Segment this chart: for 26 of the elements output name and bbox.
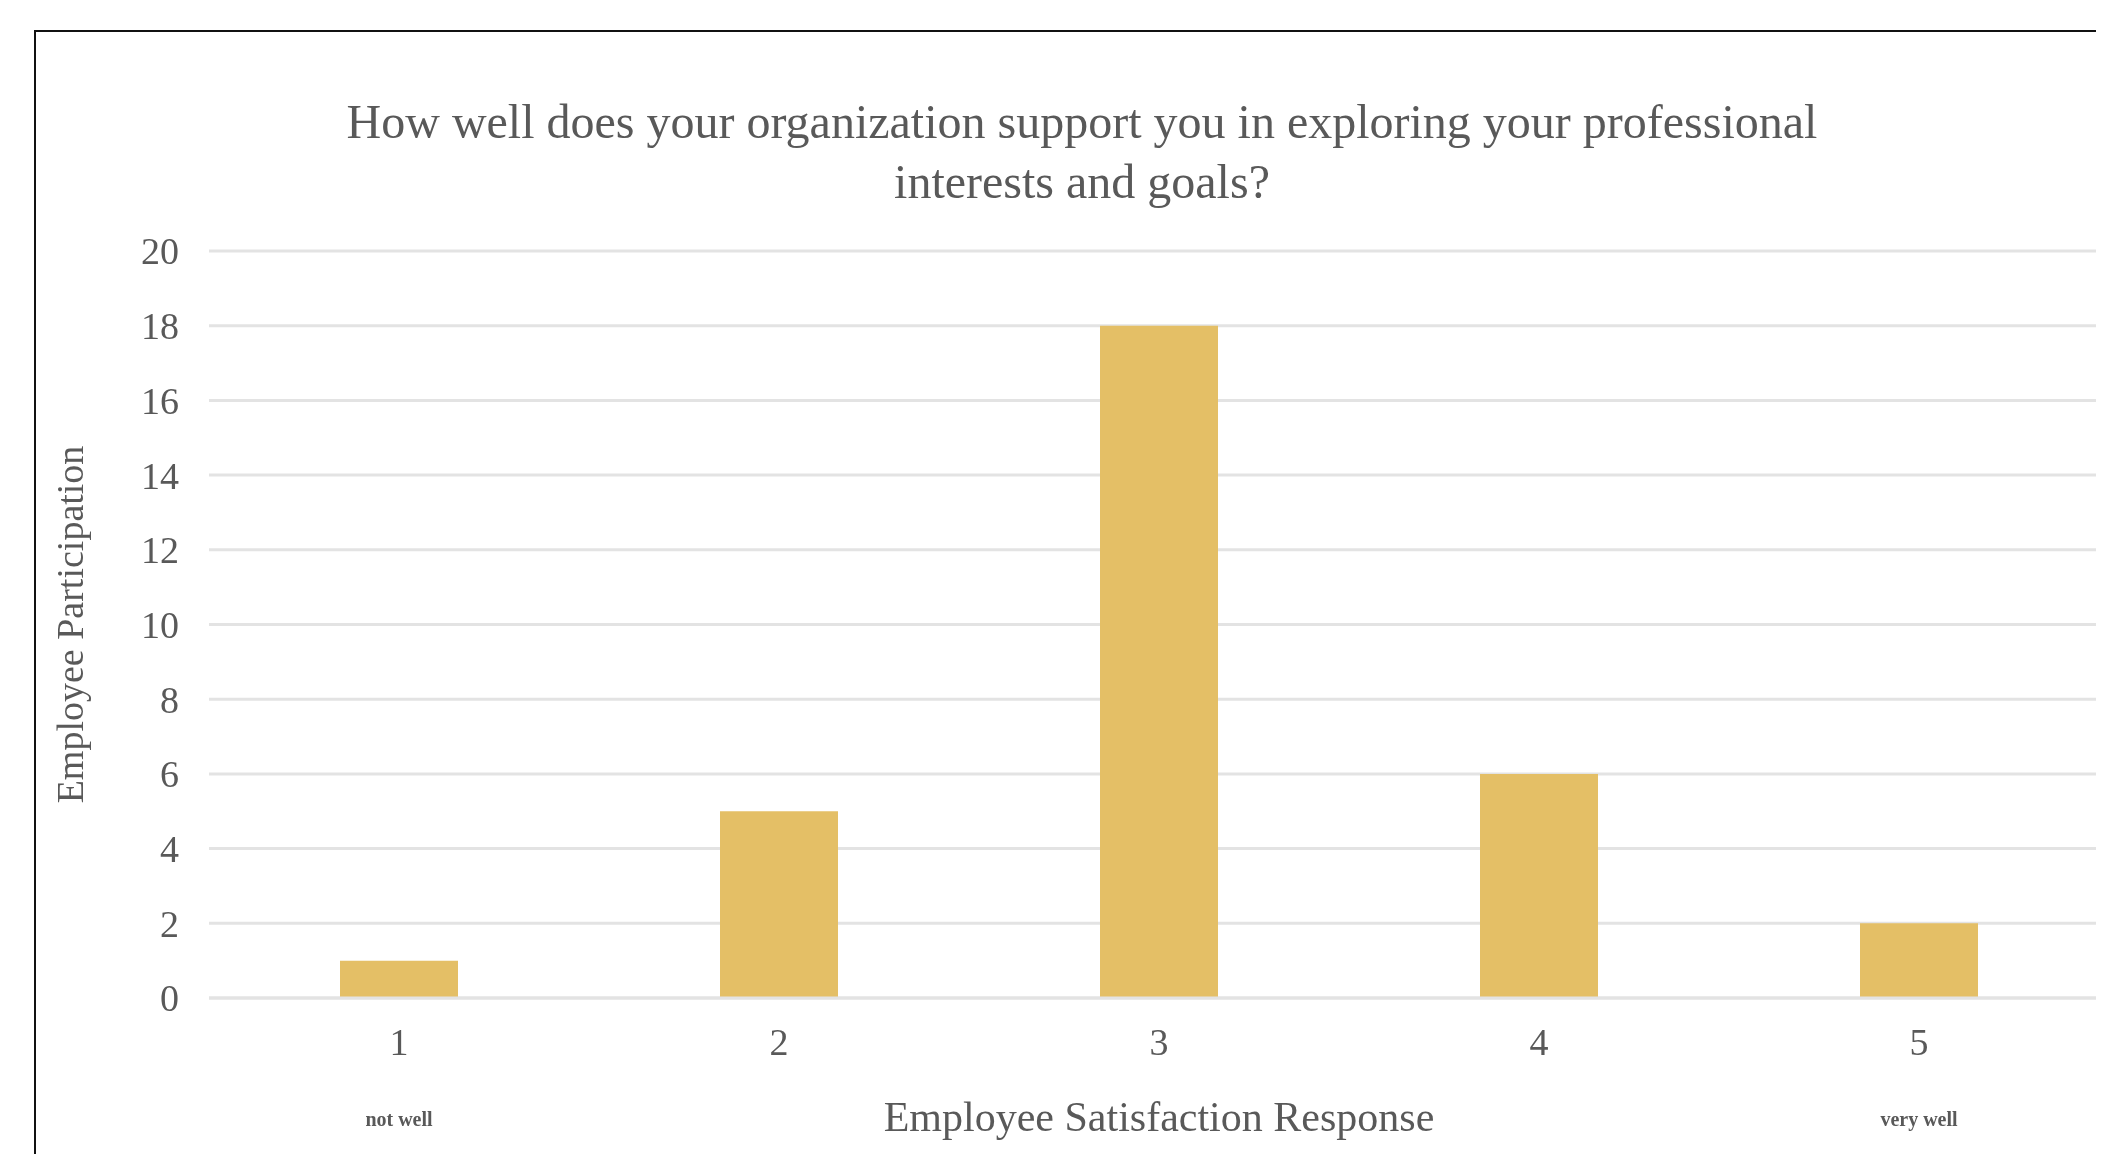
bar <box>720 811 838 998</box>
x-tick-label: 4 <box>1529 1020 1549 1063</box>
y-tick-label: 12 <box>141 529 179 572</box>
y-tick-label: 8 <box>160 678 179 721</box>
bar <box>1480 773 1598 998</box>
x-tick-label: 1 <box>389 1020 409 1063</box>
y-tick-label: 10 <box>141 603 179 646</box>
y-tick-label: 20 <box>141 230 179 273</box>
text: not well <box>364 1108 434 1131</box>
x-axis-title: Employee Satisfaction Response <box>883 1094 1435 1140</box>
y-axis-title: Employee Participation <box>49 445 92 804</box>
x-tick-label: 2 <box>769 1020 789 1063</box>
y-tick-label: 0 <box>160 977 179 1020</box>
bar <box>1100 325 1218 998</box>
chart-title: How well does your organization support you in exploring your professional interests and goals? <box>345 94 1819 210</box>
y-tick-label: 18 <box>141 305 179 348</box>
bar <box>340 960 458 998</box>
y-tick-label: 6 <box>160 753 179 796</box>
y-tick-label: 14 <box>141 454 179 497</box>
x-tick-label: 5 <box>1909 1020 1929 1063</box>
y-tick-label: 16 <box>141 379 179 422</box>
x-tick-label: 3 <box>1149 1020 1169 1063</box>
y-tick-label: 4 <box>160 828 179 871</box>
y-tick-label: 2 <box>160 902 179 945</box>
bar <box>1860 923 1978 998</box>
text: very well <box>1879 1108 1959 1131</box>
